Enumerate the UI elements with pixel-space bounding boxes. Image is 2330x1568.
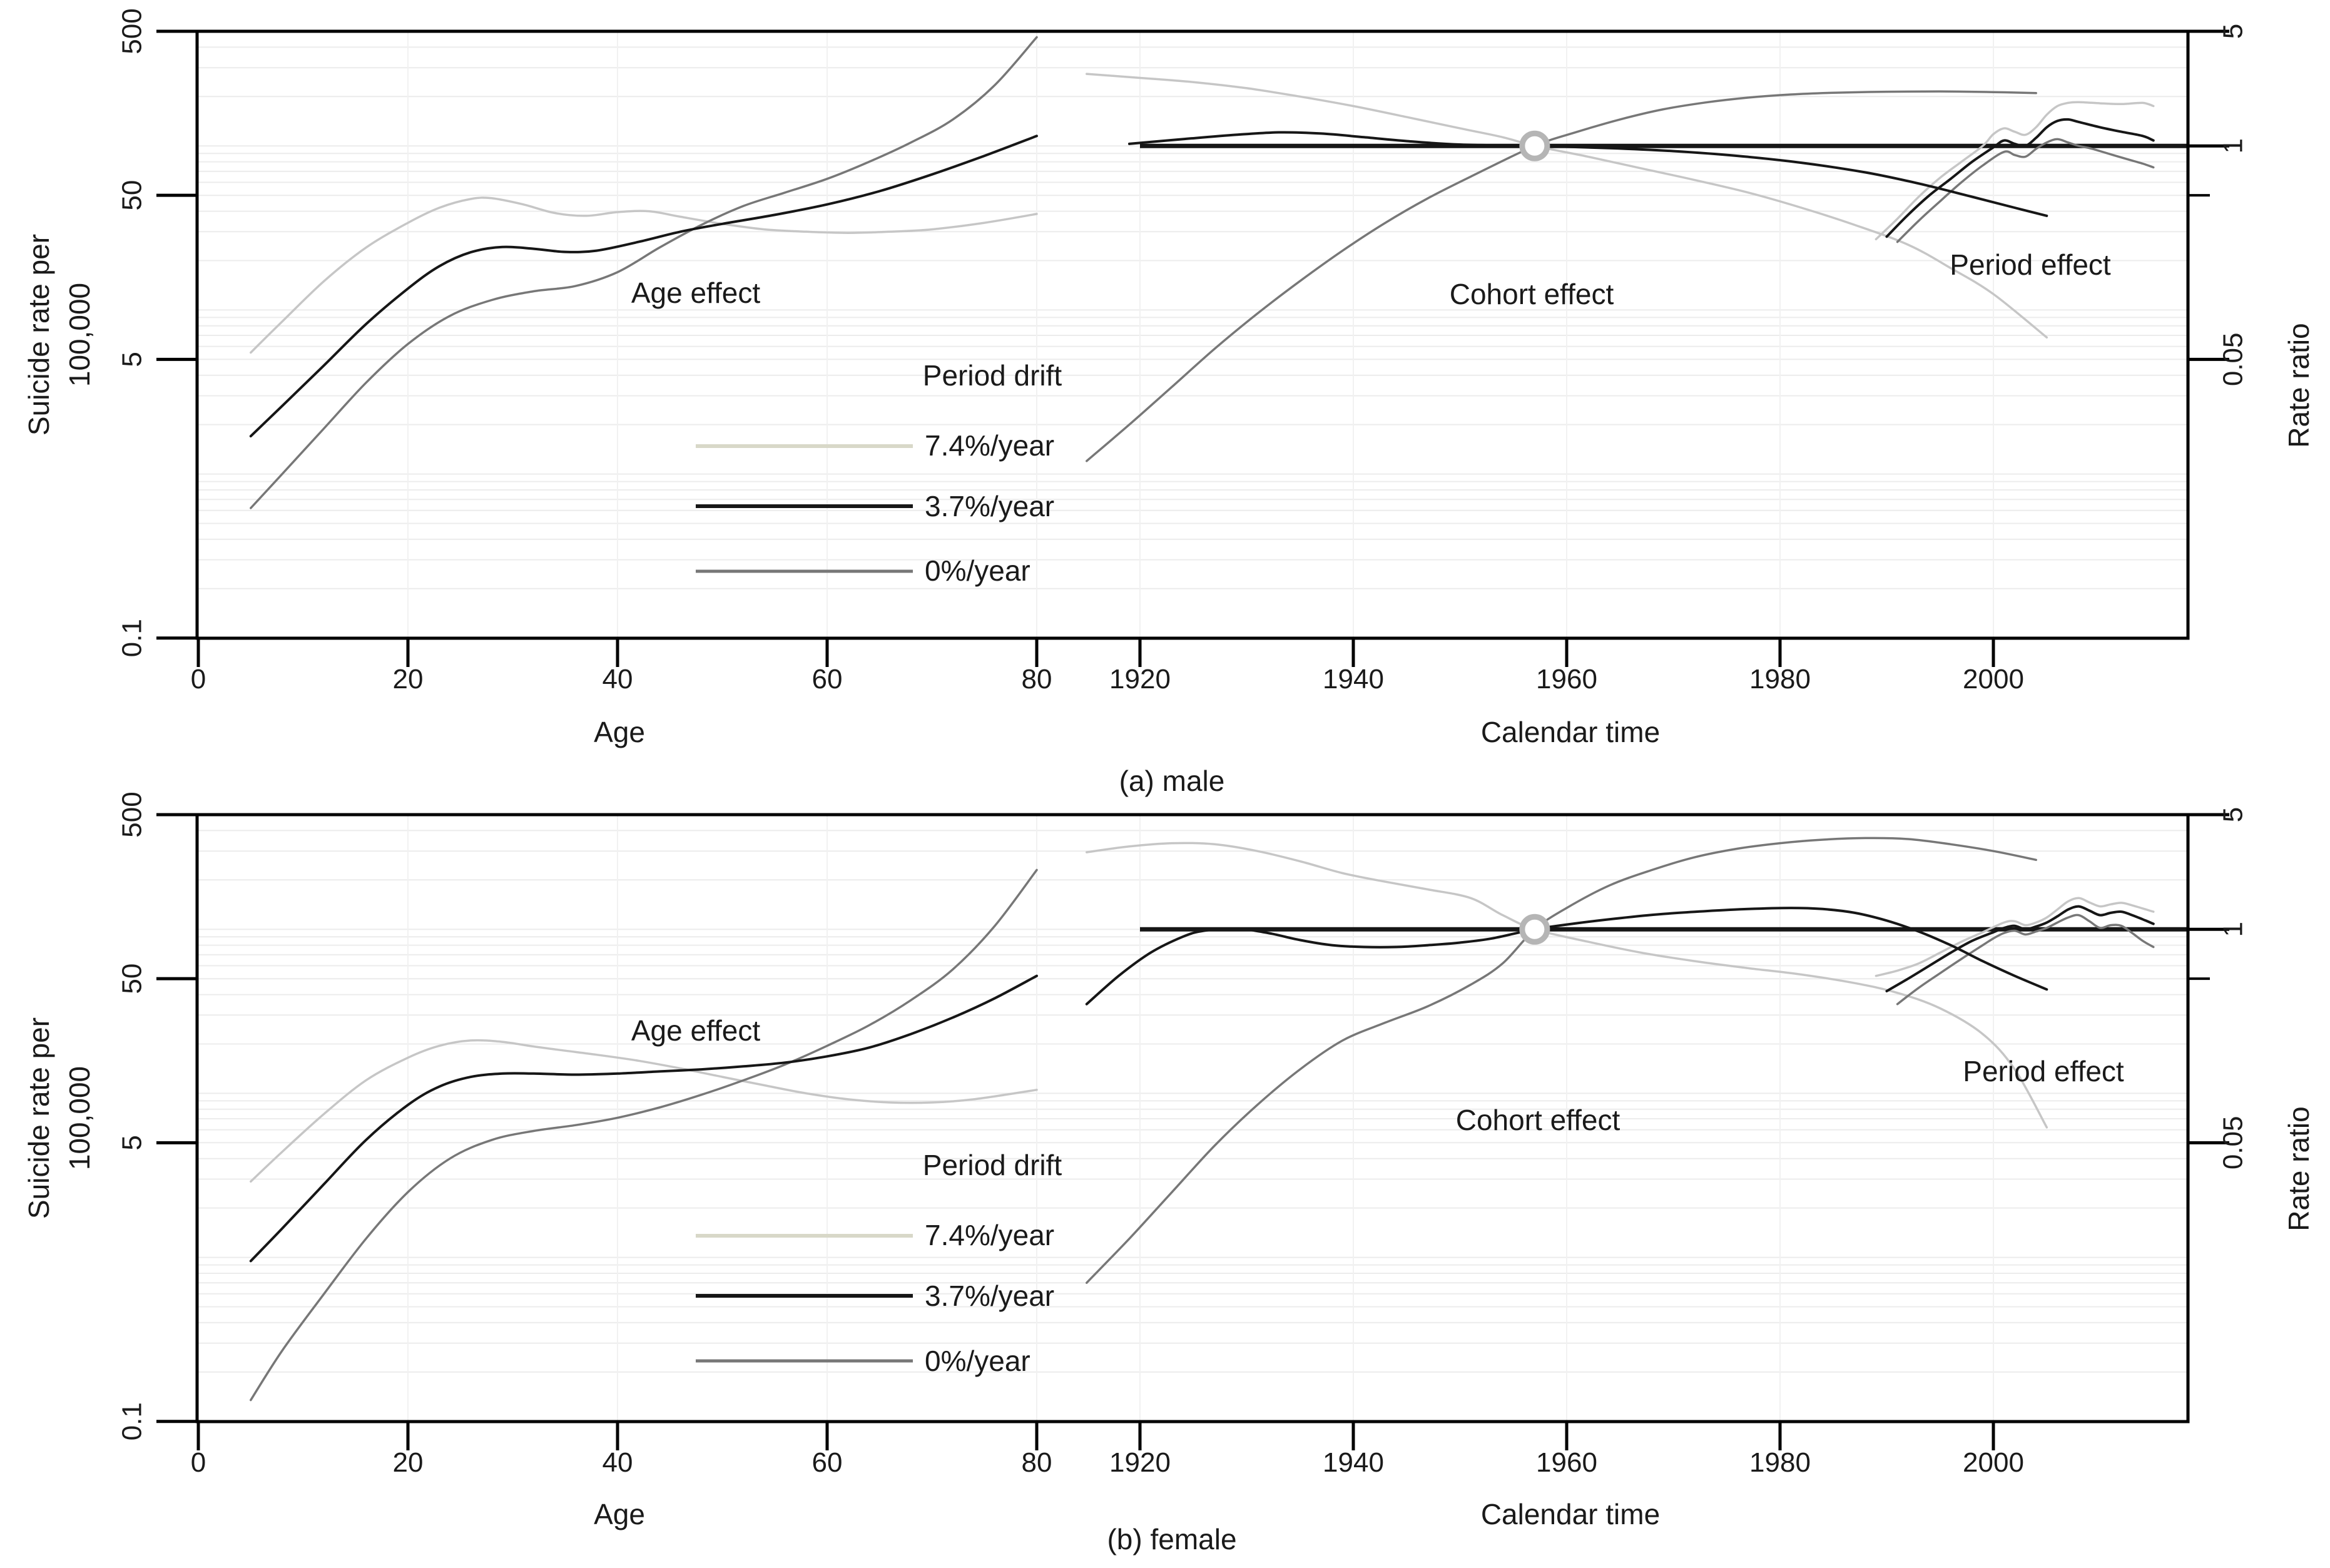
age-curve-gray (250, 868, 1038, 1402)
rate-tick-label: 50 (117, 180, 148, 211)
age-tick-label: 0 (191, 664, 206, 695)
plot-frame (195, 813, 2190, 1423)
ratio-tick-label: 1 (2218, 922, 2249, 937)
age-curve-light (250, 196, 1038, 354)
y-axis-title-line1: Suicide rate per (23, 1017, 55, 1219)
period-curve-light (1875, 897, 2155, 977)
legend-label-37: 3.7%/year (925, 490, 1055, 522)
legend-label-74: 7.4%/year (925, 429, 1055, 462)
year-tick-label: 1920 (1109, 1447, 1171, 1478)
reference-point-marker (1519, 130, 1550, 161)
y-axis-title-line2: 100,000 (63, 1066, 96, 1171)
age-tick-label: 20 (393, 1447, 424, 1478)
annotation-age-effect: Age effect (631, 1014, 761, 1047)
cohort-curve-black (1128, 131, 2048, 217)
age-tick-label: 40 (603, 664, 633, 695)
period-curve-black (1885, 905, 2155, 992)
annotation-cohort-effect: Cohort effect (1449, 278, 1614, 310)
ratio-tick-label: 0.05 (2218, 332, 2249, 386)
year-tick-label: 1940 (1323, 1447, 1384, 1478)
period-curve-gray (1896, 138, 2155, 243)
year-tick-label: 1980 (1749, 1447, 1811, 1478)
rate-tick-label: 0.1 (117, 1402, 148, 1440)
age-tick-label: 80 (1022, 664, 1052, 695)
age-curve-gray (250, 36, 1038, 509)
ratio-tick-label: 1 (2218, 138, 2249, 153)
rate-tick-label: 5 (117, 352, 148, 367)
ratio-tick-label: 5 (2218, 24, 2249, 39)
rate-tick-label: 0.1 (117, 619, 148, 657)
annotation-age-effect: Age effect (631, 277, 761, 309)
rate-tick-label: 500 (117, 792, 148, 837)
rate-tick-label: 500 (117, 8, 148, 54)
ratio-axis-title: Rate ratio (2282, 323, 2315, 448)
age-curve-black (249, 135, 1038, 438)
age-curve-light (250, 1039, 1038, 1183)
year-tick-label: 1960 (1536, 1447, 1597, 1478)
legend-label-0: 0%/year (925, 1345, 1030, 1377)
age-axis-title: Age (594, 716, 645, 748)
annotation-period-effect: Period effect (1963, 1055, 2124, 1087)
year-tick-label: 2000 (1963, 664, 2024, 695)
age-tick-label: 40 (603, 1447, 633, 1478)
age-curve-black (249, 974, 1038, 1263)
year-tick-label: 2000 (1963, 1447, 2024, 1478)
legend-label-37: 3.7%/year (925, 1280, 1055, 1312)
annotation-cohort-effect: Cohort effect (1455, 1104, 1620, 1136)
plot-frame (195, 29, 2190, 640)
age-axis-title: Age (594, 1498, 645, 1530)
cohort-curve-gray (1086, 837, 2037, 1284)
cohort-curve-light (1086, 73, 2048, 339)
ratio-tick-label: 5 (2218, 807, 2249, 822)
legend-label-0: 0%/year (925, 554, 1030, 587)
ratio-axis-title: Rate ratio (2282, 1106, 2315, 1231)
y-axis-title-line1: Suicide rate per (23, 233, 55, 436)
y-axis-title-line2: 100,000 (63, 282, 96, 387)
period-curve-light (1875, 101, 2155, 241)
year-tick-label: 1940 (1323, 664, 1384, 695)
age-tick-label: 0 (191, 1447, 206, 1478)
annotation-period-effect: Period effect (1950, 248, 2111, 281)
legend-title: Period drift (922, 359, 1062, 392)
rate-tick-label: 5 (117, 1135, 148, 1150)
time-axis-title: Calendar time (1480, 1498, 1661, 1530)
legend-label-74: 7.4%/year (925, 1219, 1055, 1251)
year-tick-label: 1920 (1109, 664, 1171, 695)
rate-tick-label: 50 (117, 964, 148, 994)
age-tick-label: 60 (812, 1447, 843, 1478)
panel-caption-male: (a) male (1119, 765, 1225, 797)
time-axis-title: Calendar time (1480, 716, 1661, 748)
age-tick-label: 20 (393, 664, 424, 695)
legend-title: Period drift (922, 1149, 1062, 1181)
period-curve-black (1885, 118, 2155, 238)
panel-a: 500 50 5 0.1 5 1 0.05 0 20 40 60 80 1920 1940 1960 1980… (117, 8, 2249, 695)
age-tick-label: 80 (1022, 1447, 1052, 1478)
reference-point-marker (1519, 914, 1550, 945)
panel-b: 500 50 5 0.1 5 1 0.05 0 20 40 60 80 1920 1940 1960 1980… (117, 792, 2249, 1478)
age-tick-label: 60 (812, 664, 843, 695)
year-tick-label: 1980 (1749, 664, 1811, 695)
year-tick-label: 1960 (1536, 664, 1597, 695)
cohort-curve-light (1086, 842, 2048, 1129)
ratio-tick-label: 0.05 (2218, 1116, 2249, 1169)
panel-caption-female: (b) female (1107, 1523, 1237, 1555)
